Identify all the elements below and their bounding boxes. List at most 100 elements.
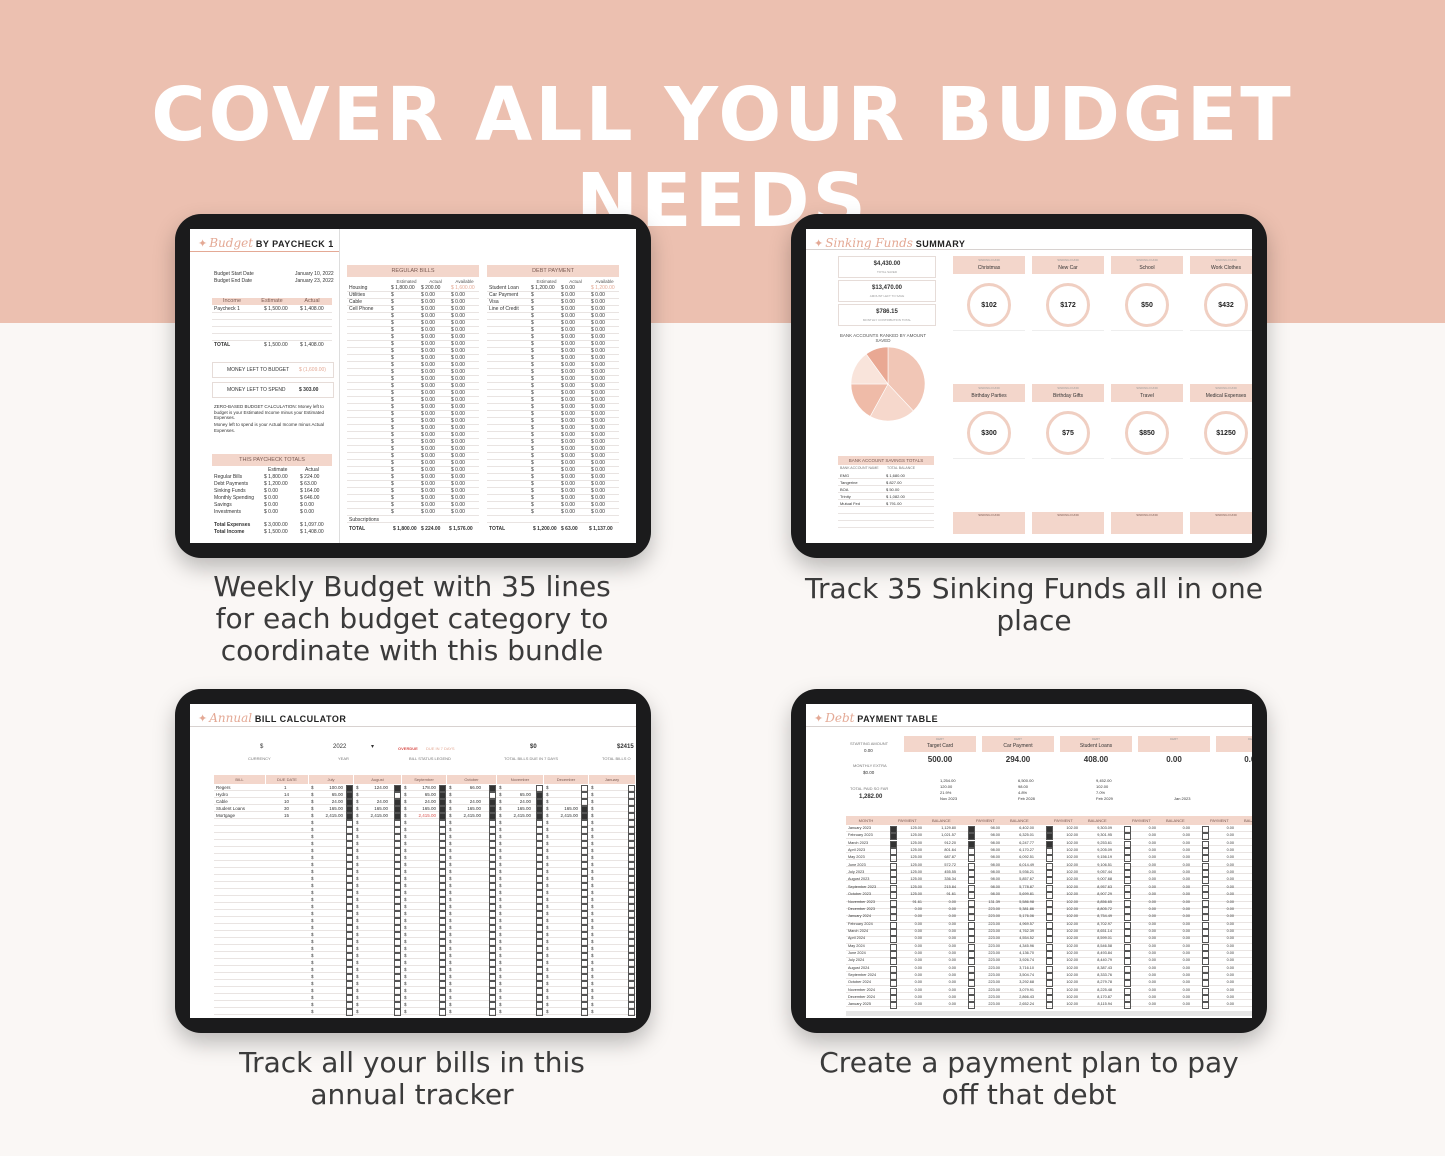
paid-checkbox[interactable] bbox=[1202, 877, 1209, 885]
paid-checkbox[interactable] bbox=[1046, 1002, 1053, 1009]
paid-checkbox[interactable] bbox=[628, 960, 635, 967]
paid-checkbox[interactable] bbox=[1124, 877, 1131, 885]
paid-checkbox[interactable] bbox=[628, 988, 635, 995]
bill-amount[interactable]: 165.00 bbox=[564, 806, 578, 811]
paid-checkbox[interactable] bbox=[968, 921, 975, 929]
paid-checkbox[interactable] bbox=[346, 848, 353, 855]
paid-checkbox[interactable] bbox=[890, 958, 897, 966]
paid-checkbox[interactable] bbox=[346, 988, 353, 995]
paid-checkbox[interactable] bbox=[1046, 899, 1053, 907]
paid-checkbox[interactable] bbox=[394, 911, 401, 918]
year-value[interactable]: 2022 bbox=[333, 744, 347, 750]
paid-checkbox[interactable] bbox=[1046, 943, 1053, 951]
paid-checkbox[interactable] bbox=[581, 981, 588, 988]
paid-checkbox[interactable] bbox=[536, 883, 543, 890]
debt-payment-grid[interactable] bbox=[487, 285, 619, 523]
bill-amount[interactable]: 178.00 bbox=[422, 785, 436, 790]
horizontal-scrollbar[interactable] bbox=[846, 1011, 1252, 1016]
paid-checkbox[interactable] bbox=[581, 883, 588, 890]
paid-checkbox[interactable] bbox=[581, 932, 588, 939]
paid-checkbox[interactable] bbox=[394, 827, 401, 834]
paid-checkbox[interactable] bbox=[628, 904, 635, 911]
paid-checkbox[interactable] bbox=[628, 820, 635, 827]
paid-checkbox[interactable] bbox=[628, 883, 635, 890]
paid-checkbox[interactable] bbox=[489, 939, 496, 946]
paid-checkbox[interactable] bbox=[581, 806, 588, 813]
paid-checkbox[interactable] bbox=[489, 827, 496, 834]
paid-checkbox[interactable] bbox=[968, 840, 975, 848]
paid-checkbox[interactable] bbox=[489, 1002, 496, 1009]
paid-checkbox[interactable] bbox=[890, 914, 897, 922]
paid-checkbox[interactable] bbox=[890, 884, 897, 892]
paid-checkbox[interactable] bbox=[346, 869, 353, 876]
paid-checkbox[interactable] bbox=[628, 967, 635, 974]
starting-amount-value[interactable]: 0.00 bbox=[864, 748, 873, 753]
paid-checkbox[interactable] bbox=[890, 862, 897, 870]
debt-card[interactable]: DEBT Target Card 500.00 1,254.00 120.00 21.9%… bbox=[904, 736, 976, 806]
paid-checkbox[interactable] bbox=[394, 883, 401, 890]
paid-checkbox[interactable] bbox=[1124, 870, 1131, 878]
paid-checkbox[interactable] bbox=[581, 855, 588, 862]
paid-checkbox[interactable] bbox=[346, 883, 353, 890]
paid-checkbox[interactable] bbox=[346, 785, 353, 792]
paid-checkbox[interactable] bbox=[536, 967, 543, 974]
fund-card[interactable]: SINKING FUND Work Clothes $432 bbox=[1190, 256, 1252, 376]
paid-checkbox[interactable] bbox=[1046, 833, 1053, 841]
paid-checkbox[interactable] bbox=[581, 953, 588, 960]
fund-card[interactable]: SINKING FUND Birthday Gifts $75 bbox=[1032, 384, 1104, 504]
paid-checkbox[interactable] bbox=[628, 939, 635, 946]
paid-checkbox[interactable] bbox=[489, 918, 496, 925]
paid-checkbox[interactable] bbox=[1202, 892, 1209, 900]
paid-checkbox[interactable] bbox=[1124, 826, 1131, 833]
paid-checkbox[interactable] bbox=[1202, 987, 1209, 995]
paid-checkbox[interactable] bbox=[536, 827, 543, 834]
fund-card[interactable]: SINKING FUND Christmas $102 bbox=[953, 256, 1025, 376]
paid-checkbox[interactable] bbox=[439, 981, 446, 988]
paid-checkbox[interactable] bbox=[394, 960, 401, 967]
paid-checkbox[interactable] bbox=[439, 806, 446, 813]
paid-checkbox[interactable] bbox=[890, 936, 897, 944]
paid-checkbox[interactable] bbox=[394, 988, 401, 995]
paid-checkbox[interactable] bbox=[439, 820, 446, 827]
paid-checkbox[interactable] bbox=[346, 820, 353, 827]
paid-checkbox[interactable] bbox=[394, 820, 401, 827]
paid-checkbox[interactable] bbox=[346, 974, 353, 981]
paid-checkbox[interactable] bbox=[628, 827, 635, 834]
paid-checkbox[interactable] bbox=[346, 925, 353, 932]
paid-checkbox[interactable] bbox=[346, 939, 353, 946]
paid-checkbox[interactable] bbox=[968, 848, 975, 856]
paid-checkbox[interactable] bbox=[536, 974, 543, 981]
paid-checkbox[interactable] bbox=[890, 833, 897, 841]
paid-checkbox[interactable] bbox=[346, 876, 353, 883]
paid-checkbox[interactable] bbox=[536, 813, 543, 820]
paid-checkbox[interactable] bbox=[394, 974, 401, 981]
paid-checkbox[interactable] bbox=[581, 820, 588, 827]
fund-card[interactable]: SINKING FUND New Car $172 bbox=[1032, 256, 1104, 376]
paid-checkbox[interactable] bbox=[536, 995, 543, 1002]
bill-amount[interactable]: 165.00 bbox=[467, 806, 481, 811]
paid-checkbox[interactable] bbox=[1046, 958, 1053, 966]
paid-checkbox[interactable] bbox=[536, 869, 543, 876]
paid-checkbox[interactable] bbox=[968, 928, 975, 936]
paid-checkbox[interactable] bbox=[1124, 855, 1131, 863]
bill-item[interactable]: Utilities bbox=[349, 292, 366, 298]
paid-checkbox[interactable] bbox=[489, 988, 496, 995]
paid-checkbox[interactable] bbox=[1046, 921, 1053, 929]
paid-checkbox[interactable] bbox=[439, 883, 446, 890]
paid-checkbox[interactable] bbox=[439, 932, 446, 939]
paid-checkbox[interactable] bbox=[1202, 965, 1209, 973]
paid-checkbox[interactable] bbox=[536, 1009, 543, 1016]
paid-checkbox[interactable] bbox=[628, 890, 635, 897]
paid-checkbox[interactable] bbox=[439, 855, 446, 862]
paid-checkbox[interactable] bbox=[394, 869, 401, 876]
bill-amount[interactable]: 100.00 bbox=[329, 785, 343, 790]
paid-checkbox[interactable] bbox=[1124, 862, 1131, 870]
paid-checkbox[interactable] bbox=[346, 813, 353, 820]
paid-checkbox[interactable] bbox=[346, 904, 353, 911]
paid-checkbox[interactable] bbox=[890, 950, 897, 958]
paid-checkbox[interactable] bbox=[346, 855, 353, 862]
income-row-estimate[interactable]: $ 1,500.00 bbox=[264, 306, 288, 312]
paid-checkbox[interactable] bbox=[346, 897, 353, 904]
paid-checkbox[interactable] bbox=[346, 953, 353, 960]
paid-checkbox[interactable] bbox=[581, 848, 588, 855]
